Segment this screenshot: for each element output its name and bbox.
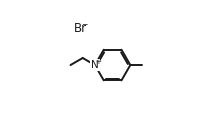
Text: N: N xyxy=(91,60,99,70)
Text: Br: Br xyxy=(74,22,87,35)
Text: −: − xyxy=(81,20,87,29)
Text: +: + xyxy=(95,59,101,65)
